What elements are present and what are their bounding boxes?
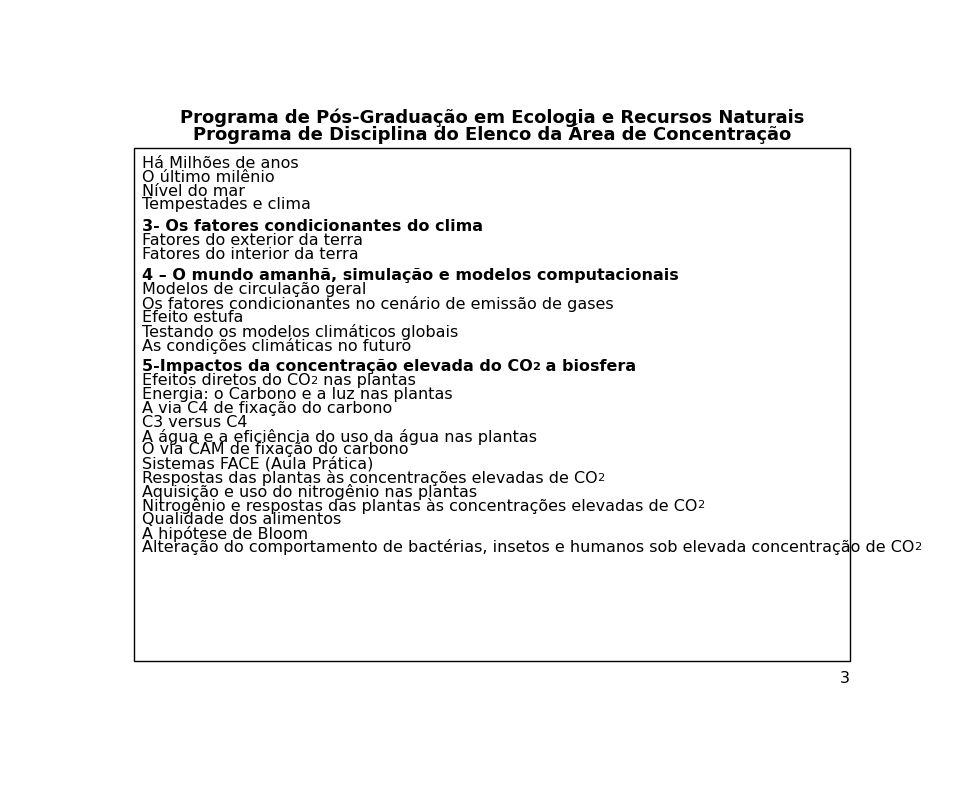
Text: Tempestades e clima: Tempestades e clima xyxy=(142,197,311,212)
Text: Sistemas FACE (Aula Prática): Sistemas FACE (Aula Prática) xyxy=(142,456,373,472)
Text: O último milênio: O último milênio xyxy=(142,170,275,185)
Text: Programa de Pós-Graduação em Ecologia e Recursos Naturais: Programa de Pós-Graduação em Ecologia e … xyxy=(180,108,804,127)
Text: Os fatores condicionantes no cenário de emissão de gases: Os fatores condicionantes no cenário de … xyxy=(142,296,613,312)
Text: 2: 2 xyxy=(697,501,705,510)
Text: C3 versus C4: C3 versus C4 xyxy=(142,415,248,430)
Text: A hipótese de Bloom: A hipótese de Bloom xyxy=(142,526,308,542)
Text: Programa de Disciplina do Elenco da Área de Concentração: Programa de Disciplina do Elenco da Área… xyxy=(193,123,791,144)
Text: A via C4 de fixação do carbono: A via C4 de fixação do carbono xyxy=(142,401,392,416)
Text: 4 – O mundo amanhã, simulação e modelos computacionais: 4 – O mundo amanhã, simulação e modelos … xyxy=(142,268,679,283)
Text: Efeito estufa: Efeito estufa xyxy=(142,310,243,325)
Text: 2: 2 xyxy=(597,472,605,483)
Text: O via CAM de fixação do carbono: O via CAM de fixação do carbono xyxy=(142,443,408,457)
Text: Há Milhões de anos: Há Milhões de anos xyxy=(142,156,299,171)
Text: Modelos de circulação geral: Modelos de circulação geral xyxy=(142,282,366,297)
Text: nas plantas: nas plantas xyxy=(318,373,416,388)
Text: Aquisição e uso do nitrogênio nas plantas: Aquisição e uso do nitrogênio nas planta… xyxy=(142,484,477,500)
Text: Alteração do comportamento de bactérias, insetos e humanos sob elevada concentra: Alteração do comportamento de bactérias,… xyxy=(142,539,914,556)
Text: Nitrogênio e respostas das plantas às concentrações elevadas de CO: Nitrogênio e respostas das plantas às co… xyxy=(142,498,697,514)
Text: Fatores do exterior da terra: Fatores do exterior da terra xyxy=(142,233,363,248)
Text: 5-Impactos da concentração elevada do CO: 5-Impactos da concentração elevada do CO xyxy=(142,359,533,374)
Text: Nível do mar: Nível do mar xyxy=(142,184,245,199)
Text: Energia: o Carbono e a luz nas plantas: Energia: o Carbono e a luz nas plantas xyxy=(142,387,452,402)
Text: 2: 2 xyxy=(533,362,540,372)
Text: a biosfera: a biosfera xyxy=(540,359,636,374)
Text: Testando os modelos climáticos globais: Testando os modelos climáticos globais xyxy=(142,324,458,340)
Text: Qualidade dos alimentos: Qualidade dos alimentos xyxy=(142,512,341,527)
Text: Efeitos diretos do CO: Efeitos diretos do CO xyxy=(142,373,310,388)
Text: As condições climáticas no futuro: As condições climáticas no futuro xyxy=(142,338,411,354)
Text: 2: 2 xyxy=(914,542,922,552)
Text: Respostas das plantas às concentrações elevadas de CO: Respostas das plantas às concentrações e… xyxy=(142,470,597,486)
FancyBboxPatch shape xyxy=(134,149,850,661)
Text: A água e a eficiência do uso da água nas plantas: A água e a eficiência do uso da água nas… xyxy=(142,428,537,445)
Text: 3- Os fatores condicionantes do clima: 3- Os fatores condicionantes do clima xyxy=(142,219,483,234)
Text: 3: 3 xyxy=(840,670,850,685)
Text: 2: 2 xyxy=(310,376,318,386)
Text: Fatores do interior da terra: Fatores do interior da terra xyxy=(142,247,358,262)
